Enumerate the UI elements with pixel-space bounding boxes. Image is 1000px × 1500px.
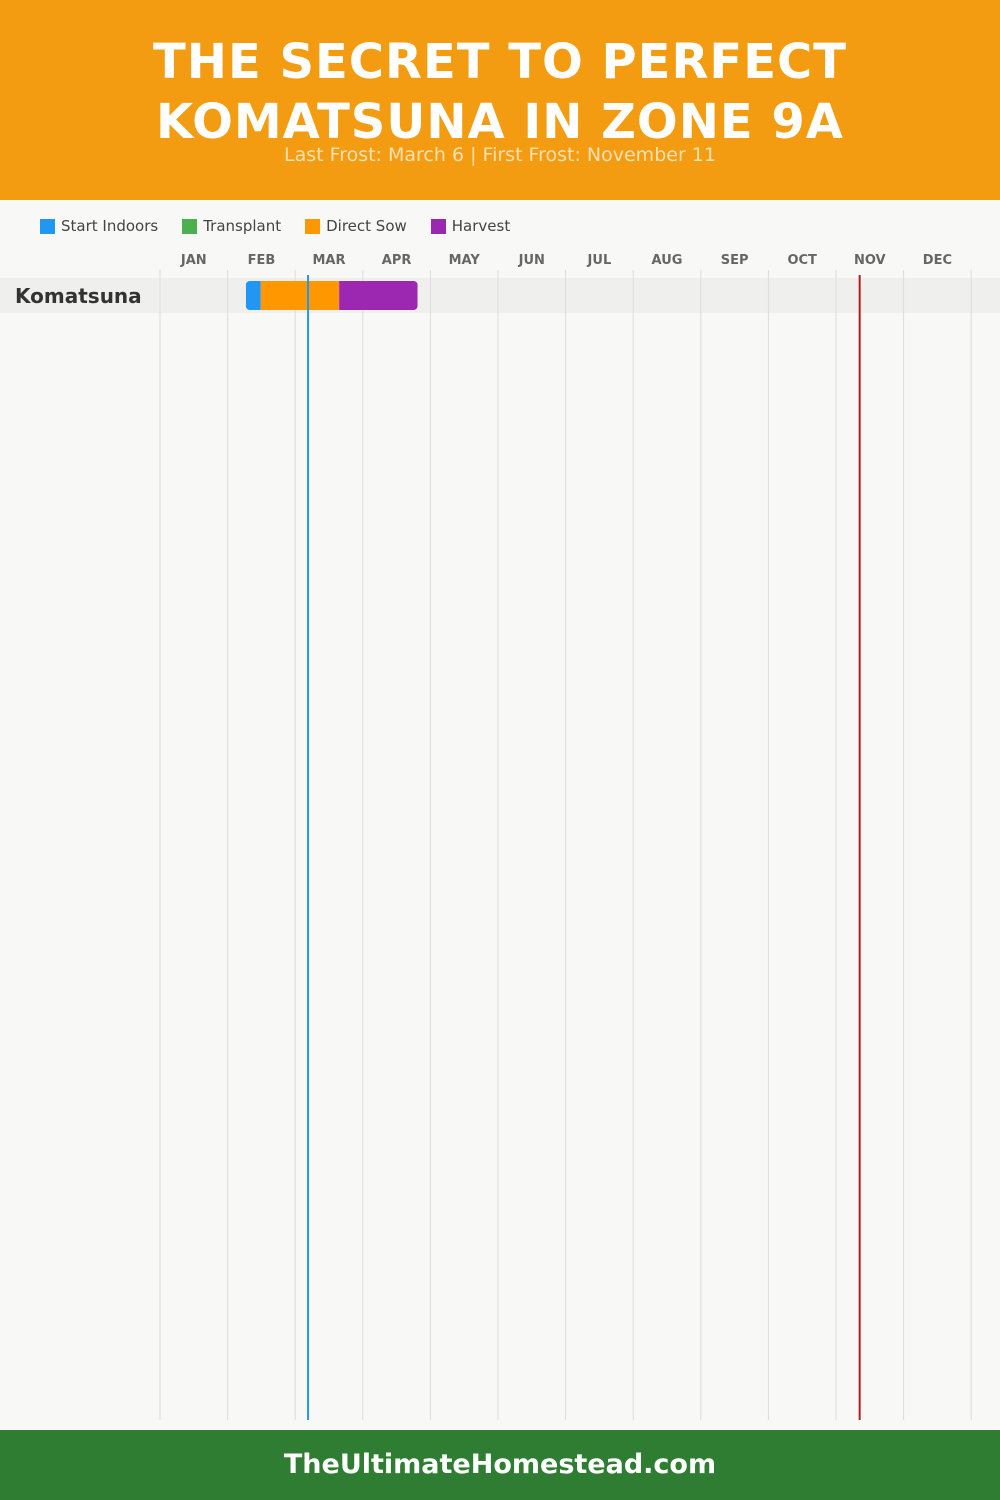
legend-label: Transplant	[203, 217, 282, 235]
month-tick-label: AUG	[652, 253, 683, 268]
legend-swatch	[430, 218, 446, 234]
start-indoors-bar	[245, 281, 261, 310]
month-tick-label: JUN	[518, 253, 545, 268]
legend-label: Start Indoors	[61, 217, 159, 235]
harvest-bar	[339, 281, 418, 310]
footer-banner: TheUltimateHomestead.com	[0, 1430, 1000, 1500]
month-tick-label: JUL	[587, 253, 612, 268]
header-banner: THE SECRET TO PERFECT KOMATSUNA IN ZONE …	[0, 0, 1000, 200]
legend-swatch	[305, 218, 321, 234]
legend-swatch	[40, 218, 55, 234]
legend-item: Harvest	[430, 217, 511, 235]
month-tick-label: MAY	[449, 253, 481, 268]
month-tick-label: OCT	[787, 253, 817, 268]
legend-label: Harvest	[451, 217, 511, 235]
month-tick-label: APR	[382, 253, 412, 268]
row-background	[0, 278, 1000, 313]
month-tick-label: SEP	[721, 253, 749, 268]
month-tick-label: FEB	[248, 253, 276, 268]
direct-sow-bar	[260, 281, 340, 310]
chart-legend: Start Indoors Transplant Direct Sow Harvest	[40, 214, 534, 238]
frost-dates-subtitle: Last Frost: March 6 | First Frost: Novem…	[284, 144, 716, 166]
month-tick-label: JAN	[180, 253, 207, 268]
legend-item: Direct Sow	[305, 217, 407, 235]
legend-item: Transplant	[182, 217, 281, 235]
title-line-1: THE SECRET TO PERFECT	[153, 34, 847, 90]
legend-item: Start Indoors	[40, 217, 158, 235]
month-tick-label: NOV	[854, 253, 886, 268]
footer-website: TheUltimateHomestead.com	[283, 1449, 717, 1480]
month-tick-label: DEC	[923, 253, 952, 268]
page-title: THE SECRET TO PERFECT KOMATSUNA IN ZONE …	[0, 32, 1000, 152]
legend-swatch	[182, 218, 198, 234]
month-tick-label: MAR	[312, 253, 345, 268]
crop-row-label: Komatsuna	[15, 284, 142, 308]
legend-label: Direct Sow	[326, 217, 407, 235]
title-line-2: KOMATSUNA IN ZONE 9A	[156, 94, 844, 150]
